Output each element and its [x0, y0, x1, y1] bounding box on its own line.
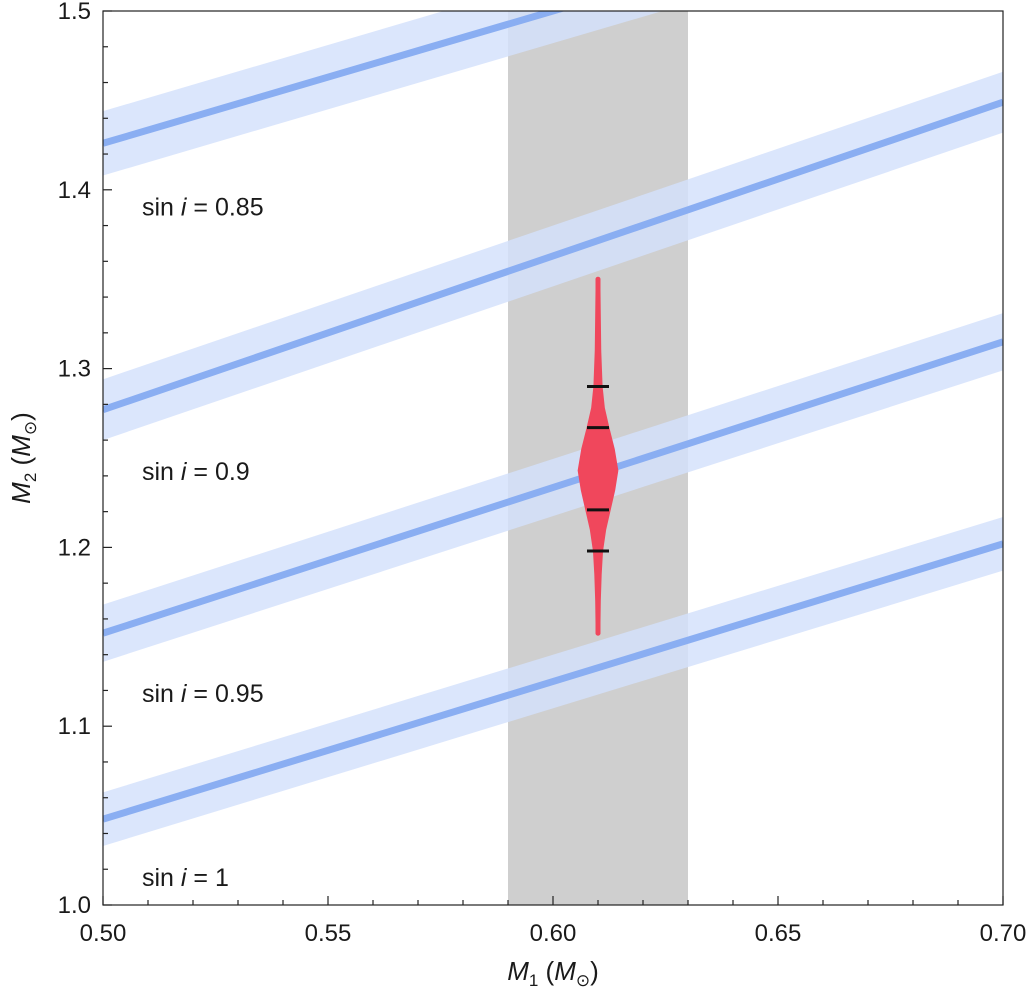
y-tick-label: 1.2: [58, 534, 91, 561]
m2-posterior-violin: [577, 276, 619, 636]
curve-labels: sin i = 0.85 sin i = 0.9 sin i = 0.95 sin i…: [142, 193, 264, 892]
sin-i-band-0: [103, 11, 663, 176]
y-tick-label: 1.4: [58, 177, 91, 204]
x-axis-label: M1 (M⊙): [507, 956, 599, 990]
sin-i-line-2: [103, 338, 1003, 637]
curve-label-1: sin i = 0.9: [142, 458, 250, 486]
curve-label-3: sin i = 1: [142, 864, 229, 892]
curve-label-0: sin i = 0.85: [142, 193, 264, 221]
sin-i-line-1: [103, 98, 1003, 414]
axis-tick-labels: 0.50 0.55 0.60 0.65 0.70 1.0 1.1 1.2 1.3 1.4 1.5: [58, 0, 1027, 947]
y-tick-label: 1.3: [58, 356, 91, 383]
sin-i-line-0: [103, 11, 566, 147]
curve-label-2: sin i = 0.95: [142, 680, 264, 708]
sin-i-line-3: [103, 540, 1003, 823]
sin-i-lines: [103, 11, 1003, 823]
y-tick-label: 1.5: [58, 0, 91, 25]
y-tick-label: 1.0: [58, 892, 91, 919]
x-tick-label: 0.60: [530, 920, 577, 947]
x-tick-label: 0.65: [755, 920, 802, 947]
x-tick-label: 0.70: [980, 920, 1027, 947]
y-tick-label: 1.1: [58, 713, 91, 740]
x-tick-label: 0.50: [80, 920, 127, 947]
y-axis-label: M2 (M⊙): [6, 412, 40, 504]
x-tick-label: 0.55: [305, 920, 352, 947]
axis-ticks: [102, 10, 1004, 906]
